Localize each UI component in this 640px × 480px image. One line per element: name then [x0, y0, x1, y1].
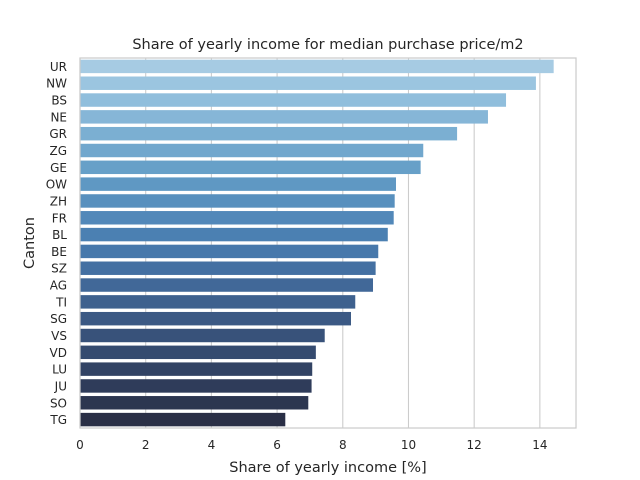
- bar-nw: [80, 76, 536, 90]
- bar-so: [80, 396, 309, 410]
- y-tick-label: SG: [50, 312, 67, 326]
- plot-frame: [79, 57, 577, 429]
- x-tick-label: 4: [208, 438, 216, 452]
- x-tick-label: 0: [76, 438, 84, 452]
- y-tick-label: TG: [49, 413, 67, 427]
- y-tick-label: JU: [54, 379, 67, 393]
- bar-ne: [80, 110, 488, 124]
- y-tick-label: TI: [55, 295, 67, 309]
- bar-bs: [80, 93, 507, 107]
- x-tick-label: 2: [142, 438, 150, 452]
- bar-zh: [80, 194, 395, 208]
- y-tick-label: AG: [50, 279, 67, 293]
- y-tick-label: GR: [49, 127, 67, 141]
- y-tick-label: FR: [52, 211, 67, 225]
- x-tick-labels: 0 2 4 6 8 10 12 14: [76, 438, 547, 452]
- y-tick-label: OW: [46, 178, 67, 192]
- y-tick-label: BL: [52, 228, 67, 242]
- bar-ju: [80, 379, 312, 393]
- y-tick-labels: UR NW BS NE GR ZG GE OW ZH FR BL BE SZ AG TI SG VS VD LU JU…: [46, 60, 68, 427]
- bar-sg: [80, 311, 351, 326]
- y-tick-label: BS: [51, 94, 67, 108]
- y-tick-label: SZ: [51, 262, 67, 276]
- bar-tg: [80, 412, 286, 427]
- bar-ge: [80, 160, 421, 175]
- y-tick-label: VS: [51, 329, 67, 343]
- bar-sz: [80, 261, 376, 275]
- y-tick-label: NE: [50, 110, 67, 124]
- y-tick-label: SO: [50, 396, 67, 410]
- bar-ow: [80, 177, 396, 191]
- bar-ti: [80, 295, 356, 309]
- x-axis-label: Share of yearly income [%]: [229, 460, 426, 476]
- bar-vs: [80, 328, 325, 343]
- bars-group: [80, 59, 554, 427]
- x-tick-label: 14: [532, 438, 547, 452]
- y-tick-label: VD: [50, 346, 67, 360]
- y-tick-label: GE: [50, 161, 67, 175]
- y-axis-label: Canton: [22, 217, 38, 269]
- y-tick-label: BE: [51, 245, 67, 259]
- bar-ag: [80, 278, 374, 292]
- bar-bl: [80, 227, 388, 242]
- y-tick-label: ZH: [50, 194, 67, 208]
- bar-fr: [80, 211, 394, 225]
- bar-gr: [80, 126, 458, 141]
- x-tick-label: 12: [467, 438, 482, 452]
- x-tick-label: 10: [401, 438, 416, 452]
- bar-lu: [80, 362, 313, 376]
- y-tick-label: LU: [52, 363, 67, 377]
- bar-vd: [80, 345, 316, 360]
- bar-be: [80, 244, 379, 259]
- x-tick-label: 6: [273, 438, 281, 452]
- bar-zg: [80, 143, 424, 158]
- bar-ur: [80, 59, 554, 74]
- y-tick-label: ZG: [49, 144, 67, 158]
- chart-title: Share of yearly income for median purcha…: [132, 37, 523, 53]
- x-tick-label: 8: [339, 438, 347, 452]
- y-tick-label: UR: [50, 60, 67, 74]
- y-tick-label: NW: [46, 77, 67, 91]
